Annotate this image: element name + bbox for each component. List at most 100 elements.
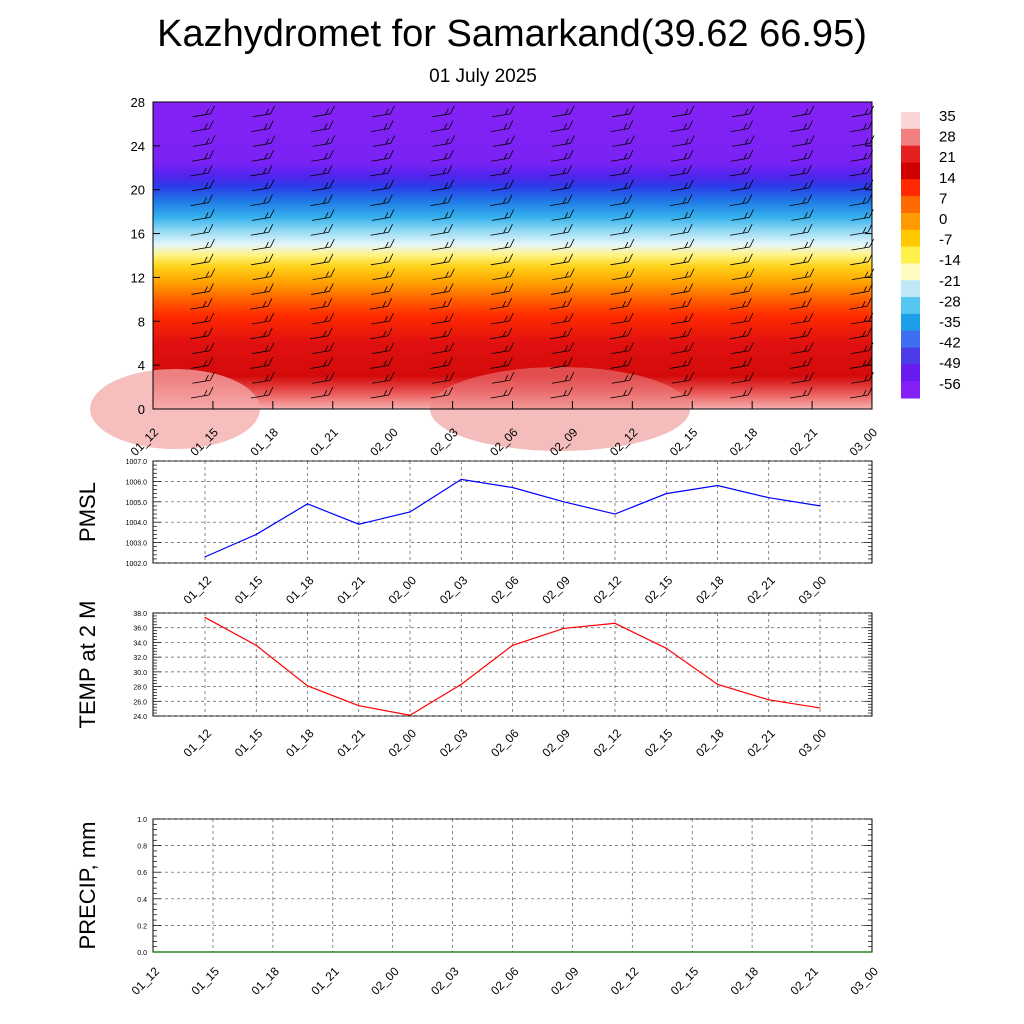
wind-barb	[444, 241, 449, 249]
y-tick-label: 0.6	[137, 870, 147, 877]
wind-barb	[569, 105, 575, 114]
wind-barb	[509, 179, 514, 188]
wind-barb	[683, 182, 688, 189]
wind-barb	[268, 120, 274, 129]
wind-barb	[688, 312, 694, 322]
colorbar: 35 28 21 14 7 0 -7 -14 -21 -28 -35 -42 -49 -56	[901, 108, 961, 399]
wind-barb	[869, 372, 874, 381]
wind-barb	[202, 167, 207, 175]
wind-barb	[504, 182, 508, 189]
wind-barb	[549, 335, 568, 340]
wind-barb	[447, 194, 453, 203]
temp-panel: 24.0 26.0 28.0 30.0 32.0 34.0 36.0 38.0 01_12 01_…	[75, 601, 873, 760]
wind-barb	[369, 305, 388, 310]
wind-barb	[430, 202, 449, 207]
wind-barb	[491, 320, 510, 325]
colorbar-swatch	[901, 196, 920, 214]
temp-point	[768, 699, 770, 701]
wind-barb	[503, 389, 507, 397]
wind-barb	[683, 153, 688, 160]
wind-barb	[682, 227, 687, 234]
wind-barb	[742, 227, 747, 234]
wind-barb	[448, 150, 454, 159]
wind-barb	[372, 276, 391, 281]
wind-barb	[749, 372, 754, 381]
wind-barb	[448, 253, 454, 262]
colorbar-swatch	[901, 179, 920, 197]
wind-barb	[684, 241, 689, 249]
colorbar-swatch	[901, 381, 920, 399]
wind-barb	[389, 179, 395, 188]
wind-barb	[551, 320, 570, 325]
wind-barb	[263, 389, 268, 397]
wind-barb	[689, 105, 695, 114]
wind-barb	[251, 291, 270, 295]
wind-barb	[549, 172, 568, 177]
wind-barb	[388, 224, 393, 233]
wind-barb	[628, 150, 634, 159]
wind-barb	[251, 320, 270, 325]
wind-barb	[627, 298, 632, 307]
wind-barb	[863, 315, 868, 323]
wind-barb	[203, 227, 208, 234]
wind-barb	[209, 150, 214, 159]
wind-barb	[251, 128, 270, 132]
wind-barb	[502, 197, 507, 204]
pmsl-point	[409, 511, 411, 513]
x-tick-label: 03_00	[796, 726, 830, 760]
wind-barb	[791, 379, 810, 384]
wind-barb	[671, 113, 691, 118]
wind-barb	[683, 286, 688, 293]
wind-barb	[849, 335, 868, 340]
wind-barb	[682, 330, 687, 338]
wind-barb	[323, 286, 328, 293]
temperature-field	[153, 102, 872, 409]
wind-barb	[731, 113, 750, 118]
wind-barb	[863, 212, 868, 219]
wind-barb	[267, 298, 273, 307]
wind-barb	[443, 227, 447, 234]
wind-barb	[747, 194, 753, 203]
wind-barb	[264, 375, 269, 382]
wind-barb	[490, 291, 510, 295]
wind-barb	[312, 143, 331, 147]
x-tick-label: 02_00	[386, 573, 420, 607]
wind-barb	[312, 276, 331, 281]
wind-barb	[743, 256, 747, 263]
temp-point	[409, 714, 411, 716]
wind-barb	[371, 291, 390, 295]
y-tick-label: 0.2	[137, 923, 147, 930]
wind-barb	[849, 365, 868, 369]
wind-barb	[370, 128, 390, 132]
temp-point	[563, 627, 565, 630]
wind-barb	[682, 167, 686, 175]
wind-barb	[209, 312, 215, 322]
wind-barb	[310, 394, 329, 399]
wind-barb	[742, 389, 747, 397]
wind-barb	[862, 360, 867, 367]
wind-barb	[562, 197, 567, 204]
wind-barb	[688, 150, 694, 159]
wind-barb	[208, 386, 214, 396]
wind-barb	[507, 298, 513, 307]
wind-barb	[504, 241, 509, 249]
x-tick-label: 02_15	[642, 573, 676, 607]
wind-barb	[563, 256, 568, 263]
colorbar-label: -42	[939, 335, 961, 352]
wind-barb	[448, 224, 453, 233]
wind-barb	[444, 212, 449, 219]
wind-barb	[265, 138, 270, 145]
wind-barb	[443, 123, 448, 130]
colorbar-swatch	[901, 263, 920, 281]
wind-barb	[371, 217, 391, 221]
wind-barb	[387, 164, 393, 174]
wind-barb	[192, 246, 211, 251]
wind-barb	[490, 394, 509, 399]
wind-barb	[802, 227, 807, 234]
x-tick-label: 01_21	[308, 964, 342, 998]
wind-barb	[191, 320, 210, 325]
wind-barb	[731, 379, 750, 384]
wind-barb	[564, 345, 568, 352]
pmsl-point	[204, 556, 206, 558]
wind-barb	[748, 342, 754, 351]
